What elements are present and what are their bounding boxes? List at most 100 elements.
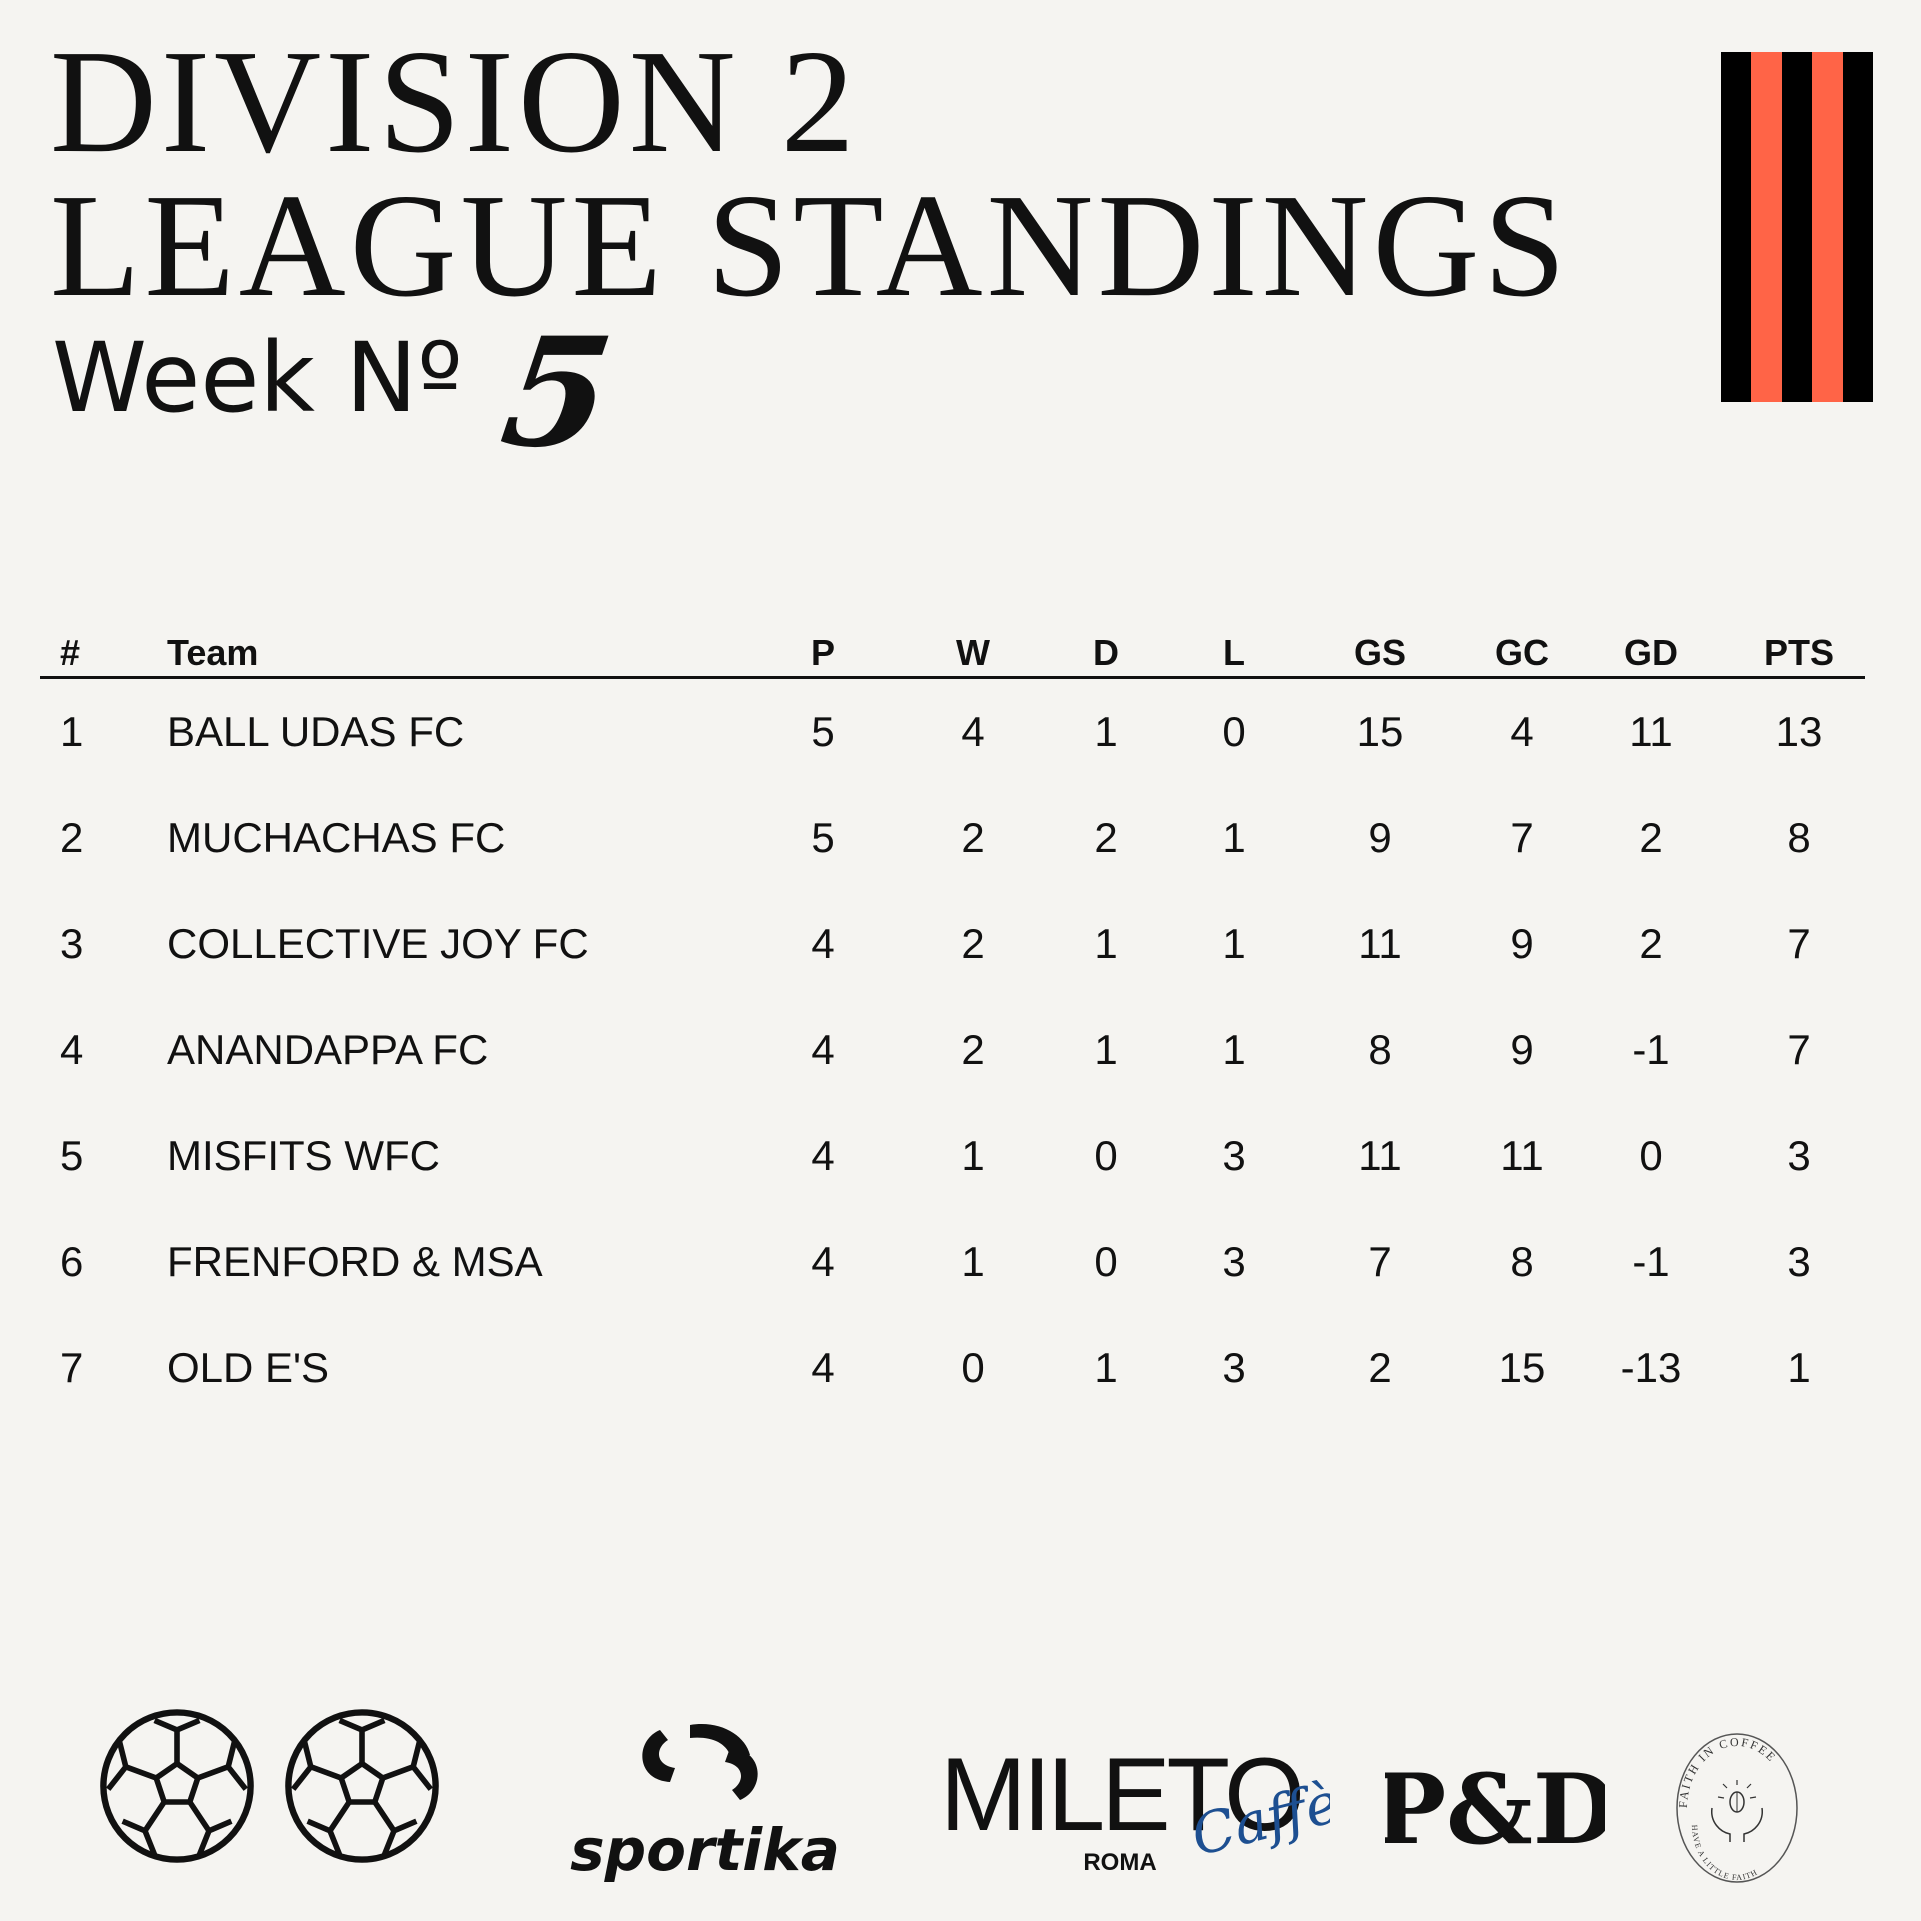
cell-lost: 1 [1222,920,1246,967]
table-row: 2 MUCHACHAS FC 5 2 2 1 9 7 2 8 [40,785,1865,891]
football-icon [100,1709,254,1863]
cell-drawn: 0 [1094,1238,1118,1285]
mileto-logo: MILETO ROMA Caffè [940,1740,1330,1876]
cell-goal-difference: -13 [1620,1344,1682,1391]
pd-logo: P&D [1385,1753,1605,1866]
cell-lost: 1 [1222,1026,1246,1073]
stripe [1781,52,1813,402]
cell-goals-conceded: 9 [1510,1026,1534,1073]
cell-played: 4 [811,1026,835,1073]
cell-won: 1 [961,1238,985,1285]
cell-goals-conceded: 7 [1510,814,1534,861]
cell-team-name: FRENFORD & MSA [167,1238,543,1285]
header-goals-scored: GS [1353,632,1406,673]
stripe [1721,52,1752,402]
table-row: 5 MISFITS WFC 4 1 0 3 11 11 0 3 [40,1103,1865,1209]
cell-team-name: BALL UDAS FC [167,708,465,755]
mileto-city: ROMA [1083,1849,1156,1876]
table-row: 3 COLLECTIVE JOY FC 4 2 1 1 11 9 2 7 [40,891,1865,997]
cell-points: 13 [1775,708,1823,755]
cell-goals-scored: 11 [1358,1132,1402,1179]
table-row: 4 ANANDAPPA FC 4 2 1 1 8 9 -1 7 [40,997,1865,1103]
cell-played: 4 [811,1344,835,1391]
header-points: PTS [1763,632,1834,673]
cell-goals-scored: 15 [1356,708,1404,755]
faith-in-coffee-logo: FAITH IN COFFEE HAVE A LITTLE FAITH [1676,1733,1798,1883]
cell-team-name: MUCHACHAS FC [167,814,506,861]
pd-wordmark: P&D [1385,1753,1605,1866]
cell-goals-conceded: 15 [1498,1344,1546,1391]
cell-goals-conceded: 9 [1510,920,1534,967]
header-goals-conceded: GC [1495,632,1549,673]
cell-played: 4 [811,1238,835,1285]
cell-points: 8 [1787,814,1811,861]
cell-points: 1 [1787,1344,1811,1391]
cell-won: 0 [961,1344,985,1391]
sportika-logo: sportika [570,1724,840,1884]
cell-points: 7 [1787,920,1811,967]
header-goal-difference: GD [1624,632,1678,673]
cell-position: 4 [60,1026,84,1073]
sportika-wordmark: sportika [570,1816,840,1884]
cell-team-name: ANANDAPPA FC [167,1026,489,1073]
cell-points: 3 [1787,1132,1811,1179]
cell-position: 2 [60,814,84,861]
cell-position: 1 [60,708,84,755]
header-drawn: D [1093,632,1119,673]
cell-won: 2 [961,1026,985,1073]
cell-goals-conceded: 8 [1510,1238,1534,1285]
cell-goals-scored: 2 [1368,1344,1392,1391]
header-won: W [956,632,990,673]
cell-position: 7 [60,1344,84,1391]
table-row: 1 BALL UDAS FC 5 4 1 0 15 4 11 13 [40,679,1865,785]
cell-played: 5 [811,708,835,755]
cell-goals-conceded: 11 [1500,1132,1544,1179]
table-header: # Team P W D L GS GC GD PTS [40,620,1865,679]
cell-goals-conceded: 4 [1510,708,1534,755]
cell-played: 4 [811,1132,835,1179]
cell-goal-difference: 2 [1639,814,1663,861]
cell-goals-scored: 11 [1358,920,1402,967]
header-played: P [810,632,835,673]
cell-lost: 3 [1222,1132,1246,1179]
cell-goal-difference: 0 [1639,1132,1663,1179]
faith-top-text: FAITH IN COFFEE [1676,1735,1778,1808]
cell-drawn: 1 [1094,1344,1118,1391]
week-number: 5 [492,305,622,481]
cell-points: 3 [1787,1238,1811,1285]
cell-goals-scored: 8 [1368,1026,1392,1073]
cell-goal-difference: 2 [1639,920,1663,967]
header-lost: L [1223,632,1245,673]
cell-played: 5 [811,814,835,861]
cell-team-name: COLLECTIVE JOY FC [167,920,589,967]
cell-position: 6 [60,1238,84,1285]
cell-drawn: 2 [1094,814,1118,861]
stripe [1751,52,1782,402]
header-position: # [60,632,81,673]
cell-won: 2 [961,920,985,967]
cell-played: 4 [811,920,835,967]
cell-goal-difference: -1 [1632,1238,1670,1285]
cell-goals-scored: 9 [1368,814,1392,861]
stripe [1842,52,1874,402]
cell-drawn: 0 [1094,1132,1118,1179]
cell-drawn: 1 [1094,708,1118,755]
cell-goal-difference: -1 [1632,1026,1670,1073]
cell-points: 7 [1787,1026,1811,1073]
cell-goals-scored: 7 [1368,1238,1392,1285]
cell-won: 4 [961,708,985,755]
week-label: Week Nº [52,322,463,434]
title-line-1: DIVISION 2 [50,20,859,184]
table-body: 1 BALL UDAS FC 5 4 1 0 15 4 11 13 2 MUCHACHAS FC 5 2 2… [40,679,1865,1421]
cell-lost: 3 [1222,1238,1246,1285]
cell-lost: 0 [1222,708,1246,755]
cell-won: 1 [961,1132,985,1179]
stripe [1812,52,1843,402]
cell-team-name: OLD E'S [167,1344,330,1391]
cell-team-name: MISFITS WFC [167,1132,440,1179]
football-icon [285,1709,439,1863]
mileto-wordmark: MILETO [940,1740,1305,1853]
cell-goal-difference: 11 [1629,708,1673,755]
cell-drawn: 1 [1094,1026,1118,1073]
header-team: Team [167,632,259,673]
